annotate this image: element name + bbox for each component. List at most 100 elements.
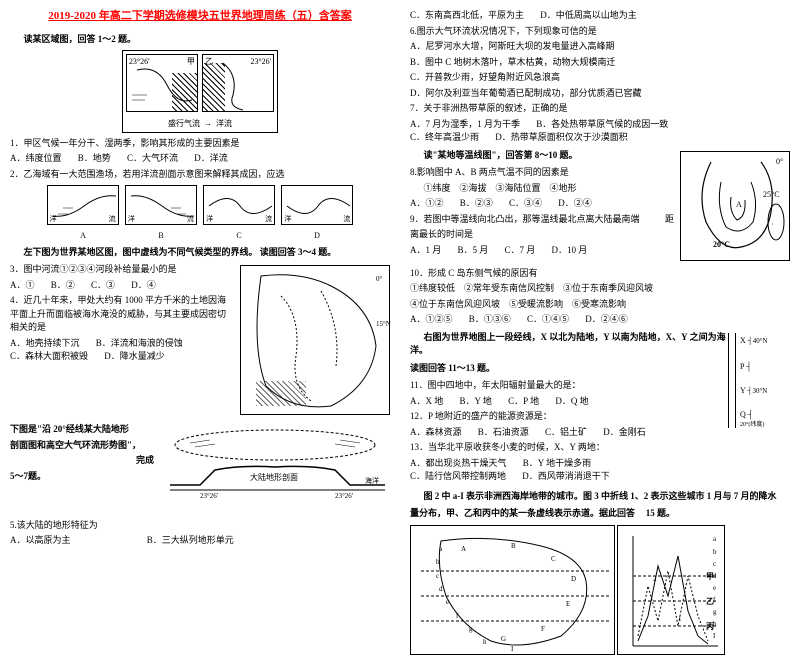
question-2: 2．乙海域有一大范围渔场，若用洋流剖面示意图来解释其成因，应选 (10, 168, 390, 182)
question-11: 11．图中四地中，年太阳辐射量最大的是： (410, 379, 790, 393)
opt: C．大气环流 (127, 152, 178, 166)
label: B (123, 230, 199, 242)
question-10: 10．形成 C 岛东侧气候的原因有 (410, 267, 790, 281)
opt: D．10 月 (552, 244, 588, 258)
panel-jia: 23°26' 甲 (126, 54, 198, 112)
opt: B．Y 地 (460, 395, 492, 409)
opt-panel-d: 洋流 (281, 185, 353, 225)
opt: D．金刚石 (603, 426, 646, 440)
intro-14-15-c: 15 题。 (646, 507, 675, 521)
opt: A．①② (410, 197, 444, 211)
q6a: A．尼罗河水大增，阿斯旺大坝的发电量进入高峰期 (410, 40, 790, 54)
arrow-label: 盛行气流 (168, 119, 200, 128)
question-1: 1．甲区气候一年分干、湿两季，影响其形成的主要因素是 (10, 137, 390, 151)
opt: A．X 地 (410, 395, 443, 409)
opt: C．终年高温少雨 (410, 131, 479, 145)
left-column: 2019-2020 年高二下学期选修模块五世界地理周练（五）含答案 读某区域图，… (0, 0, 400, 565)
label: D (279, 230, 355, 242)
intro-3-4: 左下图为世界某地区图，图中虚线为不同气候类型的界线。 读图回答 3～4 题。 (10, 246, 390, 260)
intro-14-15-b: 量分布，甲、乙和丙中的某一条虚线表示赤道。据此回答 (410, 508, 635, 518)
opt-panel-b: 洋流 (125, 185, 197, 225)
opt: A．①②⑤ (410, 313, 453, 327)
figure-1: 23°26' 甲 乙 23°26' 盛行气流 → 洋流 (10, 50, 390, 133)
opt: B．各处热带草原气候的成因一致 (536, 118, 668, 132)
svg-text:A: A (736, 200, 742, 209)
opt: B．Y 地干燥多雨 (523, 457, 591, 471)
svg-text:B: B (511, 542, 516, 550)
svg-text:0°: 0° (376, 275, 383, 283)
svg-text:23°26': 23°26' (200, 492, 218, 500)
opt: C．东南高西北低，平原为主 (410, 9, 524, 23)
isotherm-map: 0° 25°C 20°C A · (680, 151, 790, 261)
opt: C．森林大面积被毁 (10, 350, 88, 364)
q10-line1: ①纬度较低 ②常年受东南信风控制 ③位于东南季风迎风坡 (410, 282, 790, 296)
svg-text:I: I (713, 632, 716, 640)
opt: B．②③ (460, 197, 493, 211)
svg-text:h: h (483, 638, 487, 646)
opt-panel-c: 洋流 (203, 185, 275, 225)
opt: B．5 月 (458, 244, 489, 258)
q10-options: A．①②⑤ B．①③⑥ C．①④⑤ D．②④⑥ (410, 313, 790, 327)
cross-section-figure: 大陆地形剖面 23°26' 23°26' 海洋 (160, 425, 390, 505)
svg-text:e: e (713, 584, 716, 592)
figure-2-options: 洋流 洋流 洋流 洋流 A B C D (10, 185, 390, 242)
opt: A．地壳持续下沉 (10, 337, 80, 351)
svg-text:d: d (439, 585, 443, 593)
question-12: 12．P 地附近的盛产的能源资源是： (410, 410, 790, 424)
q5-options-cd: C．东南高西北低，平原为主 D．中低周高以山地为主 (410, 9, 790, 23)
question-5: 5.该大陆的地形特征为 (10, 519, 390, 533)
opt: C．③④ (509, 197, 542, 211)
svg-text:g: g (713, 608, 717, 616)
intro-14-15-a: 图 2 中 a-I 表示非洲西海岸地带的城市。图 3 中折线 1、2 表示这些城… (410, 490, 790, 504)
q6d: D．阿尔及利亚当年葡萄酒已配制成功，部分优质酒已窖藏 (410, 87, 790, 101)
q11-options: A．X 地 B．Y 地 C．P 地 D．Q 地 (410, 395, 790, 409)
ocean-label: 洋流 (216, 119, 232, 128)
label: A (45, 230, 121, 242)
svg-text:20°C: 20°C (713, 240, 730, 249)
q12-options: A．森林资源 B．石油资源 C．铝土矿 D．金刚石 (410, 426, 790, 440)
opt: D．洋流 (194, 152, 228, 166)
q13-options: A．都出现炎热干燥天气 B．Y 地干燥多雨 C．陆行信风带控制两地 D．西风带消… (410, 457, 790, 484)
opt: A．都出现炎热干燥天气 (410, 457, 507, 471)
svg-text:C: C (551, 555, 556, 563)
map-3-4: 0° 15°N (240, 265, 390, 415)
intro-1-2: 读某区域图，回答 1～2 题。 (10, 33, 390, 47)
q7-options: A．7 月为湿季，1 月为干季 B．各处热带草原气候的成因一致 C．终年高温少雨… (410, 118, 790, 145)
svg-text:b: b (713, 548, 717, 556)
africa-map: AB CD EF G ab cd ef gh I (410, 525, 615, 655)
svg-text:G: G (501, 635, 506, 643)
question-9b: 距 (665, 213, 674, 227)
question-9a: 9．若图中等温线向北凸出，那等温线最北点离大陆最南端 (410, 214, 640, 224)
opt: C．P 地 (508, 395, 539, 409)
svg-text:2: 2 (653, 575, 657, 583)
opt: B．三大纵列地形单元 (147, 534, 234, 548)
svg-text:乙: 乙 (706, 597, 714, 606)
svg-text:丙: 丙 (706, 622, 714, 631)
question-6: 6.图示大气环流状况情况下，下列现象可信的是 (410, 25, 790, 39)
q6c: C．开普敦少雨，好望角附近风急浪高 (410, 71, 790, 85)
svg-text:D: D (571, 575, 576, 583)
opt: B．①③⑥ (469, 313, 511, 327)
opt: C．铝土矿 (545, 426, 587, 440)
opt: D．西风带消消退干下 (522, 470, 610, 484)
opt: A．1 月 (410, 244, 441, 258)
svg-text:I: I (511, 645, 514, 653)
svg-text:c: c (436, 572, 439, 580)
opt: D．②④ (558, 197, 592, 211)
opt: B．石油资源 (478, 426, 529, 440)
opt: C．③ (91, 279, 115, 293)
right-column: C．东南高西北低，平原为主 D．中低周高以山地为主 6.图示大气环流状况情况下，… (400, 0, 800, 565)
q5-options: A．以高原为主 B．三大纵列地形单元 (10, 534, 390, 548)
svg-text:25°C: 25°C (763, 190, 780, 199)
svg-text:甲: 甲 (706, 572, 714, 581)
opt: B．② (51, 279, 75, 293)
opt: C．①④⑤ (527, 313, 569, 327)
precipitation-chart: ab cd ef gh I 甲 乙 丙 1 2 (617, 525, 725, 655)
q1-options: A．纬度位置 B．地势 C．大气环流 D．洋流 (10, 152, 390, 166)
opt: D．中低周高以山地为主 (540, 9, 637, 23)
opt: B．洋流和海浪的侵蚀 (96, 337, 183, 351)
label: C (201, 230, 277, 242)
opt: D．②④⑥ (585, 313, 628, 327)
question-13: 13．当华北平原收获冬小麦的时候，X、Y 两地： (410, 441, 790, 455)
opt: D．④ (131, 279, 156, 293)
